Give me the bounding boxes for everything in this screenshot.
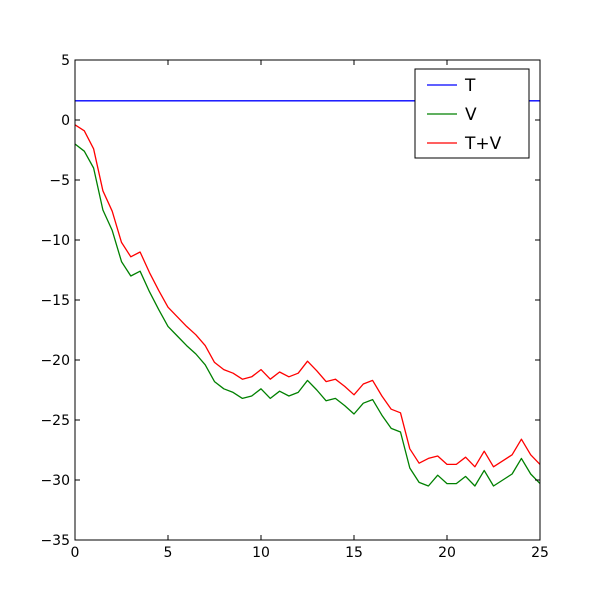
x-tick-label: 25 — [531, 545, 549, 561]
legend-label: V — [465, 105, 477, 125]
axis-layer: 0 5 10 15 20 25 5 0 −5 −10 −15 −20 −25 −30 −35 — [40, 53, 548, 561]
y-tick-label: −25 — [40, 413, 70, 429]
series-line-v — [74, 143, 541, 487]
series-line-t-v — [74, 124, 541, 468]
legend: TV T+V — [414, 68, 530, 159]
x-tick-label: 20 — [438, 545, 456, 561]
x-tick-label: 5 — [164, 545, 173, 561]
y-tick-label: 5 — [61, 53, 70, 69]
y-tick-label: −30 — [40, 473, 70, 489]
y-tick-label: −20 — [40, 353, 70, 369]
legend-label: T — [464, 76, 476, 96]
legend-label: T+V — [464, 134, 502, 154]
x-tick-label: 0 — [71, 545, 80, 561]
y-tick-label: −5 — [49, 173, 70, 189]
y-tick-label: −15 — [40, 293, 70, 309]
y-tick-label: −35 — [40, 533, 70, 549]
x-tick-label: 10 — [252, 545, 270, 561]
y-tick-label: −10 — [40, 233, 70, 249]
y-tick-label: 0 — [61, 113, 70, 129]
x-tick-label: 15 — [345, 545, 363, 561]
